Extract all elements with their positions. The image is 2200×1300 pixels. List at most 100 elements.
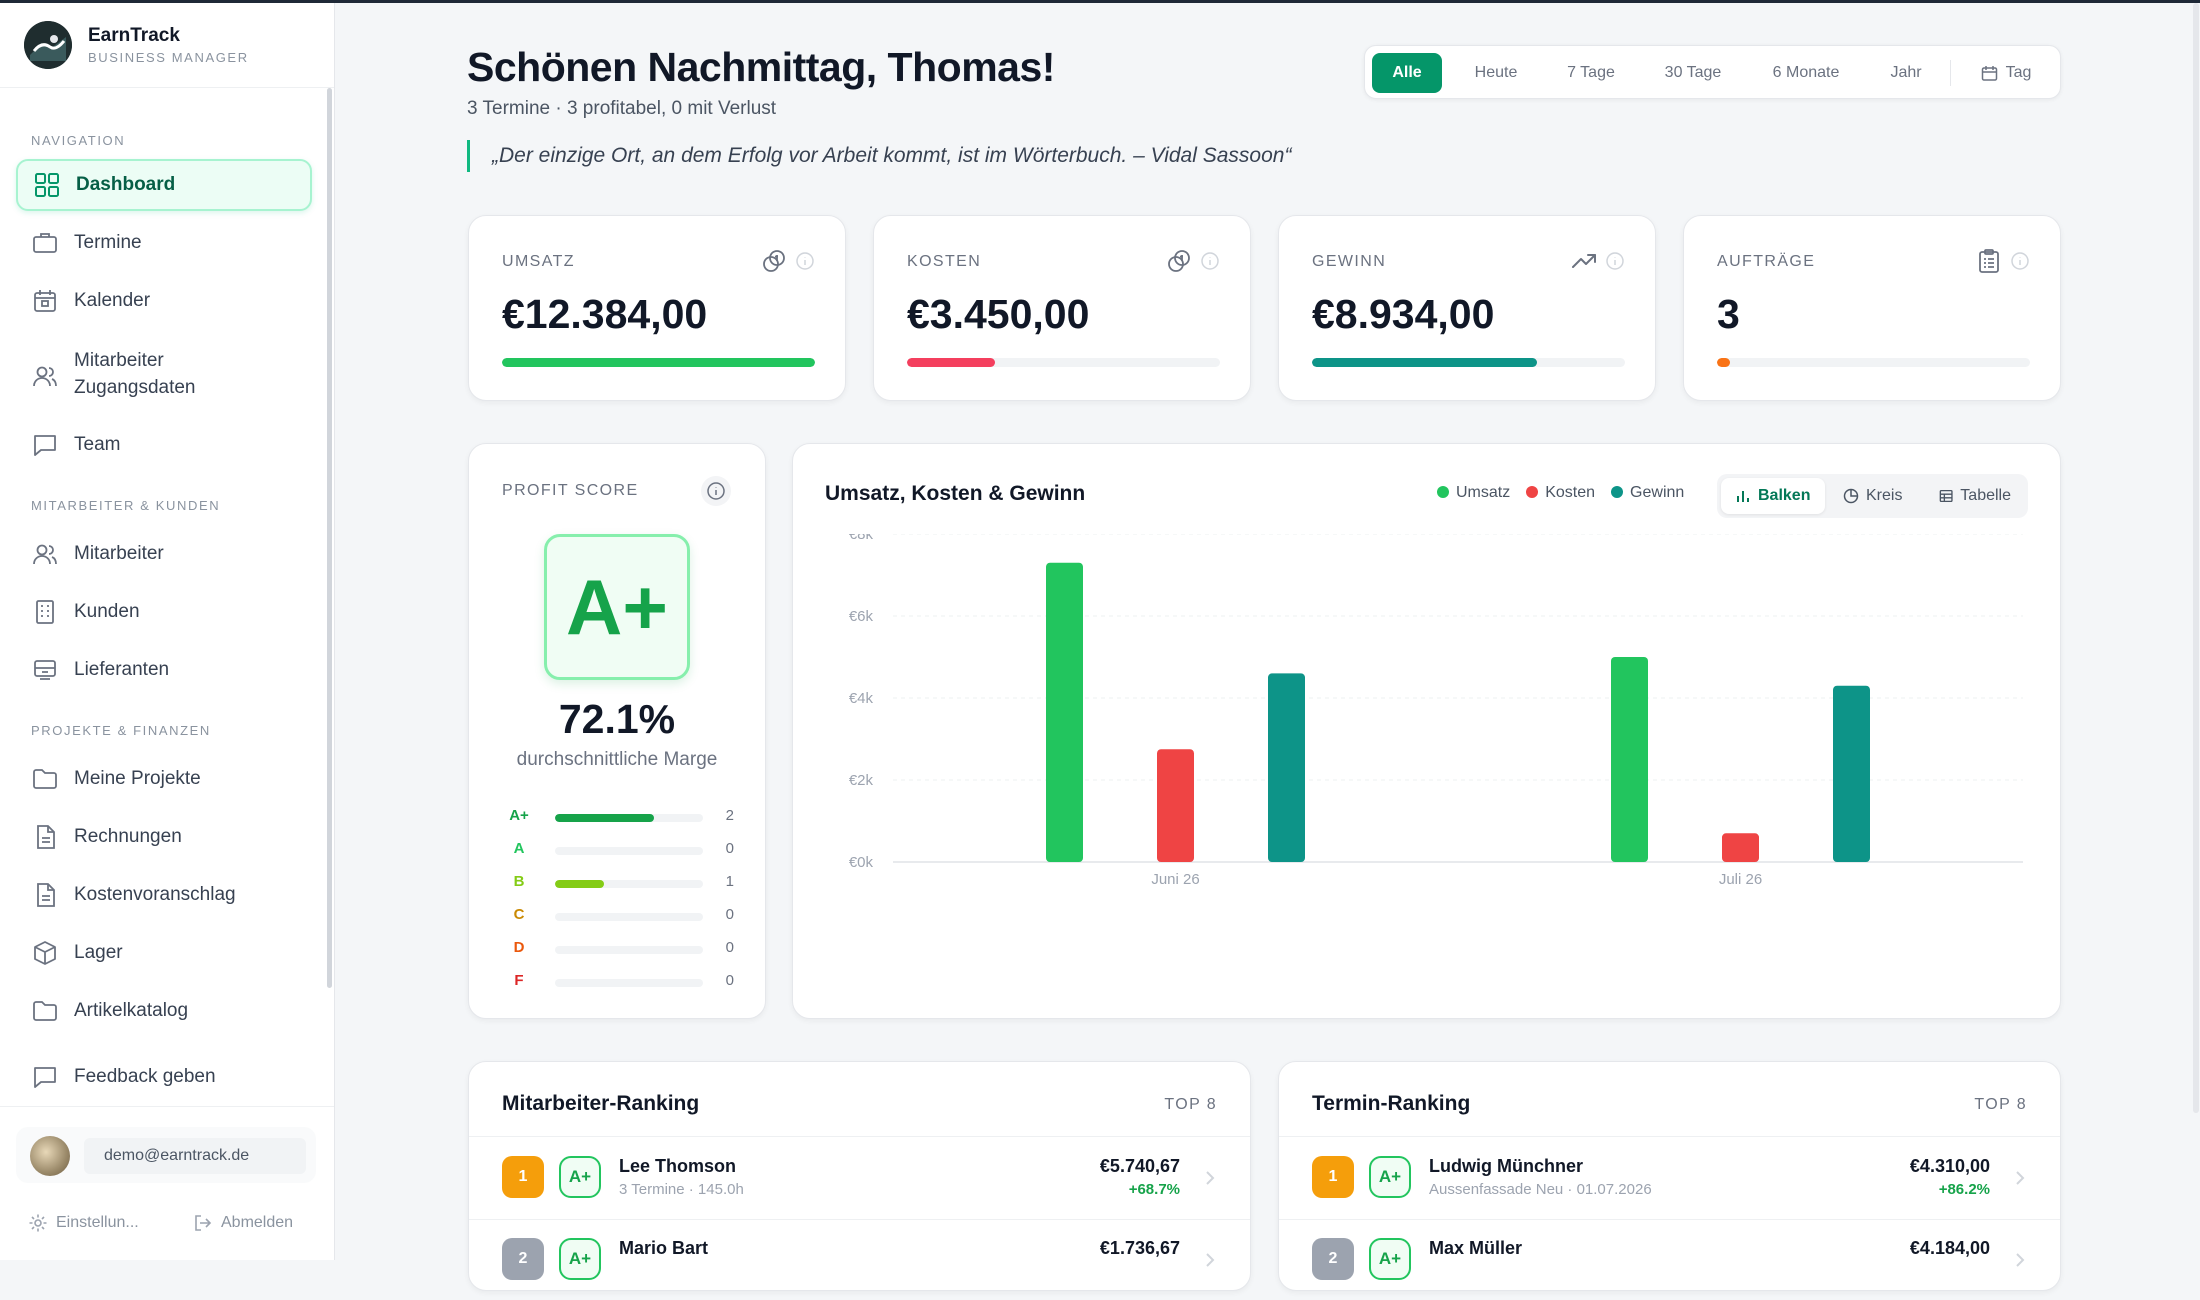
view-tabelle-button[interactable]: Tabelle [1925,478,2025,514]
sidebar-item-termine[interactable]: Termine [16,217,312,269]
filter-7-tage[interactable]: 7 Tage [1567,64,1615,81]
grade-badge: A+ [559,1156,601,1198]
logout-icon [195,1215,212,1231]
sidebar-item-artikelkatalog[interactable]: Artikelkatalog [16,985,312,1037]
info-icon[interactable] [795,251,815,271]
settings-button[interactable]: Einstellun... [28,1213,139,1233]
info-icon[interactable] [1200,251,1220,271]
sidebar-item-label: Kalender [74,290,151,311]
grade-fill [555,814,655,822]
view-kreis-button[interactable]: Kreis [1829,478,1923,514]
kpi-label: UMSATZ [502,253,575,270]
average-margin-label: durchschnittliche Marge [516,749,718,770]
grade-count: 1 [725,873,734,890]
sidebar-item-label: Artikelkatalog [74,1000,189,1021]
sidebar-item-team[interactable]: Team [16,419,312,471]
users-icon [33,366,57,387]
sidebar-item-kostenvoranschlag[interactable]: Kostenvoranschlag [16,869,312,921]
grade-count: 0 [725,939,734,956]
ranking-row[interactable]: 2 A+ Mario Bart €1.736,67 [469,1220,1250,1300]
sidebar-item-feedback[interactable]: Feedback geben [16,1051,312,1103]
sidebar-item-label: Mitarbeiter [74,543,164,564]
filter-6-monate[interactable]: 6 Monate [1772,64,1840,81]
chevron-right-icon [2016,1253,2025,1267]
bar-gewinn-1 [1833,685,1870,862]
employee-name: Lee Thomson [619,1156,737,1176]
y-tick-label: €0k [849,854,874,871]
employee-delta: +68.7% [1128,1181,1180,1198]
chevron-right-icon [1206,1253,1215,1267]
bar-kosten-0 [1157,749,1194,862]
divider [0,87,334,88]
grade-track [555,979,703,987]
sidebar-item-lieferanten[interactable]: Lieferanten [16,644,312,696]
legend-dot [1611,486,1624,498]
sidebar-item-meine-projekte[interactable]: Meine Projekte [16,753,312,805]
sidebar-item-lager[interactable]: Lager [16,927,312,979]
window-top-border [0,0,2200,3]
sidebar-item-mitarbeiter-zugangsdaten[interactable]: Mitarbeiter Zugangsdaten [16,345,312,407]
rank-badge: 1 [1312,1156,1354,1198]
brand-name: EarnTrack [88,25,180,46]
rank-badge: 2 [502,1238,544,1280]
employee-amount: €1.736,67 [1099,1238,1180,1258]
y-tick-label: €4k [849,690,874,707]
user-email: demo@earntrack.de [84,1138,306,1174]
ranking-row[interactable]: 1 A+ Lee Thomson 3 Termine · 145.0h €5.7… [469,1138,1250,1218]
divider [1279,1136,2060,1137]
sidebar-item-kunden[interactable]: Kunden [16,586,312,638]
filter-30-tage[interactable]: 30 Tage [1664,64,1722,81]
divider [0,1106,334,1107]
kpi-card-umsatz[interactable]: UMSATZ €12.384,00 [468,215,846,401]
info-icon[interactable] [2010,251,2030,271]
filter-alle[interactable]: Alle [1372,53,1442,93]
info-button[interactable] [701,476,731,506]
sidebar-item-dashboard[interactable]: Dashboard [16,159,312,211]
ranking-title: Mitarbeiter-Ranking [502,1092,700,1115]
view-label: Tabelle [1960,487,2011,504]
trending-up-icon [1572,254,1596,268]
section-navigation: NAVIGATION [31,133,126,148]
y-tick-label: €2k [849,772,874,789]
grade-count: 2 [725,807,734,824]
brand[interactable]: EarnTrack BUSINESS MANAGER [24,21,314,71]
kpi-card-kosten[interactable]: KOSTEN €3.450,00 [873,215,1251,401]
logout-label: Abmelden [221,1214,294,1231]
filter-tag[interactable]: Tag [1958,53,2054,93]
filter-heute[interactable]: Heute [1474,64,1518,81]
rank-badge: 2 [1312,1238,1354,1280]
appointment-ranking-card: Termin-Ranking TOP 8 1 A+ Ludwig Münchne… [1278,1061,2061,1291]
grade-badge: A+ [1369,1156,1411,1198]
sidebar-item-mitarbeiter[interactable]: Mitarbeiter [16,528,312,580]
kpi-card-auftraege[interactable]: AUFTRÄGE 3 [1683,215,2061,401]
kpi-label: AUFTRÄGE [1717,253,1816,270]
box-icon [34,941,56,965]
info-icon[interactable] [1605,251,1625,271]
user-card[interactable]: demo@earntrack.de [16,1127,316,1183]
filter-jahr[interactable]: Jahr [1890,64,1922,81]
chart-legend: Umsatz Kosten Gewinn [1437,484,1684,502]
chevron-right-icon [1206,1171,1215,1185]
sidebar-item-kalender[interactable]: Kalender [16,275,312,327]
employee-detail: 3 Termine · 145.0h [619,1181,744,1198]
employee-name: Mario Bart [619,1238,709,1258]
appointment-amount: €4.310,00 [1909,1156,1990,1176]
sidebar-item-label: Mitarbeiter Zugangsdaten [74,350,196,398]
grade-letter: F [514,972,524,989]
main-scrollbar[interactable] [2193,3,2199,1113]
employee-ranking-card: Mitarbeiter-Ranking TOP 8 1 A+ Lee Thoms… [468,1061,1251,1291]
sidebar-item-rechnungen[interactable]: Rechnungen [16,811,312,863]
kpi-card-gewinn[interactable]: GEWINN €8.934,00 [1278,215,1656,401]
view-balken-button[interactable]: Balken [1721,478,1825,514]
sidebar-scrollbar[interactable] [327,88,332,988]
ranking-row[interactable]: 2 A+ Max Müller €4.184,00 [1279,1220,2060,1300]
divider [469,1136,1250,1137]
kpi-progress-fill [502,358,815,367]
logout-button[interactable]: Abmelden [193,1213,293,1233]
bar-gewinn-0 [1268,673,1305,862]
legend-dot [1437,486,1449,498]
ranking-row[interactable]: 1 A+ Ludwig Münchner Aussenfassade Neu ·… [1279,1138,2060,1218]
chat-icon [34,1067,56,1088]
